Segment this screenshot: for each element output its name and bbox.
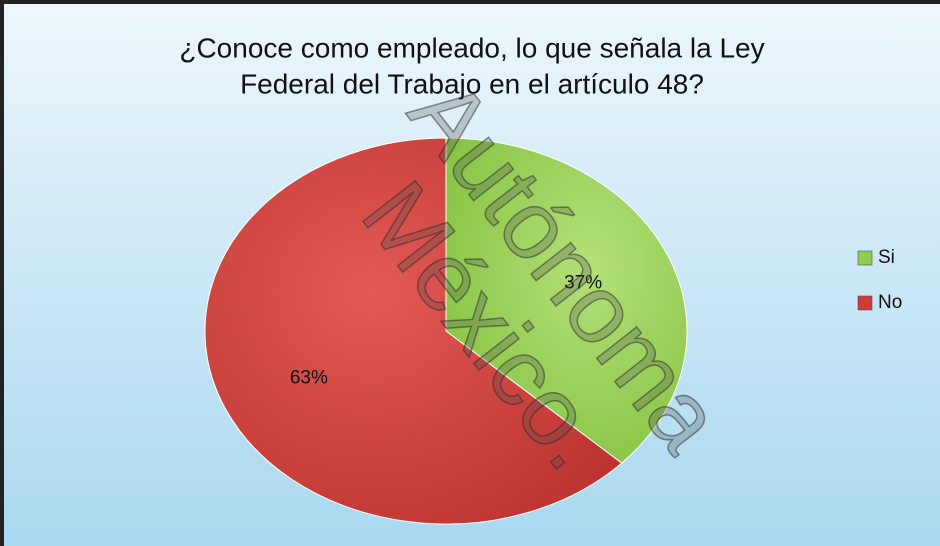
chart-title: ¿Conoce como empleado, lo que señala la …	[179, 32, 764, 63]
pie-slice	[445, 137, 688, 464]
legend-marker	[857, 295, 873, 311]
chart-title: Federal del Trabajo en el artículo 48?	[240, 68, 704, 99]
legend-label: Si	[878, 247, 895, 268]
legend-marker	[857, 250, 873, 266]
pie-slice	[204, 137, 623, 525]
data-label: 63%	[290, 368, 328, 389]
data-label: 37%	[564, 272, 602, 293]
legend-label: No	[878, 292, 902, 313]
